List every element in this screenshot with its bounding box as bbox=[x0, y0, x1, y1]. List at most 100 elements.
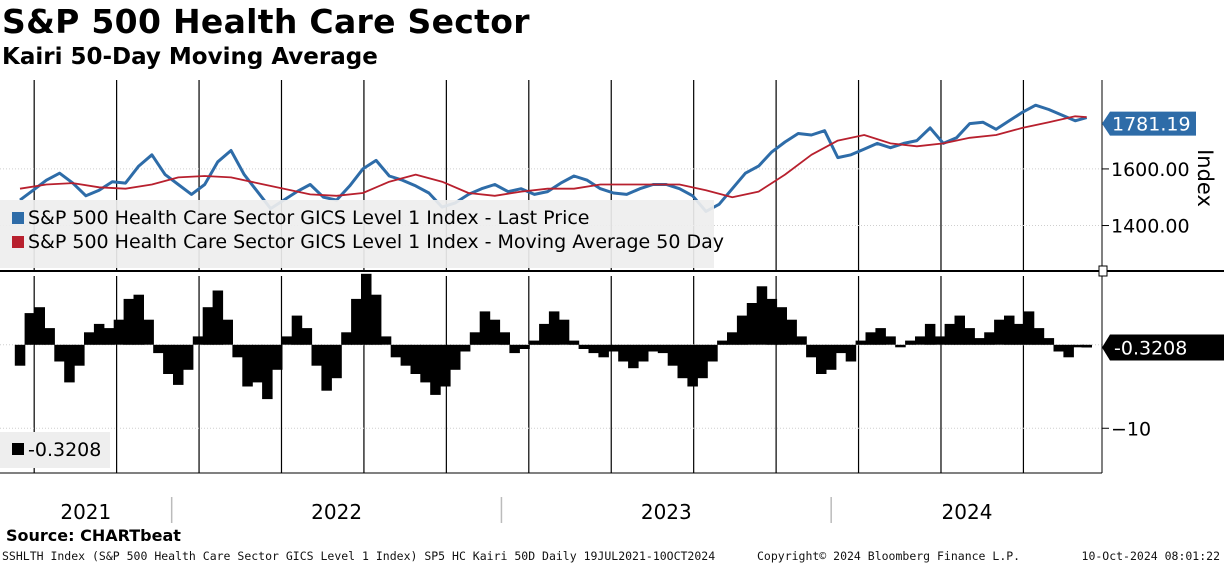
kairi-bar bbox=[370, 294, 382, 345]
moving-average-line bbox=[19, 115, 1087, 199]
kairi-bar bbox=[272, 344, 283, 370]
kairi-bars bbox=[14, 273, 1092, 400]
kairi-bar bbox=[1004, 315, 1015, 345]
kairi-bar bbox=[202, 307, 214, 345]
kairi-bar bbox=[776, 307, 787, 345]
kairi-y-tick-label: −10 bbox=[1111, 418, 1151, 440]
kairi-bar bbox=[825, 344, 837, 370]
kairi-bar bbox=[430, 344, 441, 395]
footer-copyright: Copyright© 2024 Bloomberg Finance L.P. bbox=[757, 549, 1021, 563]
kairi-bar bbox=[1033, 328, 1045, 345]
price-y-ticks: 1400.00 1600.00 bbox=[1102, 159, 1190, 238]
kairi-bar bbox=[509, 344, 520, 354]
kairi-bar bbox=[34, 307, 45, 345]
kairi-bar bbox=[915, 336, 926, 345]
legend-swatch-kairi bbox=[12, 443, 24, 455]
kairi-bar bbox=[420, 344, 431, 383]
kairi-bar bbox=[410, 344, 421, 374]
kairi-bar bbox=[489, 319, 501, 345]
kairi-last-value-tag: -0.3208 bbox=[1102, 334, 1224, 361]
kairi-bar bbox=[875, 328, 886, 345]
kairi-bar bbox=[400, 344, 412, 366]
kairi-bar bbox=[153, 344, 164, 354]
kairi-bar bbox=[766, 298, 778, 345]
kairi-bar bbox=[341, 332, 352, 345]
kairi-bar bbox=[1053, 344, 1064, 352]
kairi-bar bbox=[44, 328, 55, 345]
kairi-bar bbox=[954, 315, 965, 345]
kairi-bar bbox=[608, 344, 619, 352]
kairi-bar bbox=[84, 332, 95, 345]
kairi-bar bbox=[440, 344, 451, 387]
kairi-bar bbox=[479, 311, 491, 345]
last-price-line bbox=[19, 103, 1088, 213]
price-y-tick-label: 1400.00 bbox=[1111, 216, 1190, 238]
footer-description: SSHLTH Index (S&P 500 Health Care Sector… bbox=[2, 549, 716, 563]
kairi-tag-value: -0.3208 bbox=[1114, 337, 1187, 359]
price-tag-shape bbox=[1102, 111, 1196, 136]
legend-label-kairi: -0.3208 bbox=[28, 439, 101, 461]
kairi-bar bbox=[212, 290, 224, 345]
kairi-bar bbox=[1063, 344, 1074, 358]
legend-swatch-ma bbox=[12, 236, 24, 248]
kairi-bar bbox=[351, 298, 362, 345]
kairi-bar bbox=[291, 315, 303, 345]
kairi-bar bbox=[548, 311, 560, 345]
kairi-bar bbox=[697, 344, 708, 379]
kairi-bar bbox=[855, 340, 867, 345]
kairi-bar bbox=[390, 344, 402, 358]
kairi-bar bbox=[905, 340, 916, 345]
kairi-bar bbox=[123, 298, 135, 345]
kairi-bar bbox=[628, 344, 639, 369]
kairi-bar bbox=[133, 294, 144, 345]
price-tag-value: 1781.19 bbox=[1112, 114, 1191, 136]
legend-swatch-price bbox=[12, 212, 24, 224]
kairi-bar bbox=[895, 344, 906, 348]
price-legend-box bbox=[0, 200, 714, 268]
kairi-bar bbox=[667, 344, 679, 366]
kairi-bar bbox=[796, 336, 807, 345]
kairi-tag-shape bbox=[1102, 334, 1224, 361]
kairi-bar bbox=[647, 344, 659, 352]
price-axis-label: Index bbox=[1193, 149, 1217, 207]
kairi-gridlines bbox=[0, 276, 1102, 473]
kairi-bar bbox=[568, 340, 580, 345]
kairi-bar bbox=[984, 332, 995, 345]
kairi-bar bbox=[252, 344, 263, 383]
kairi-bar bbox=[1023, 311, 1035, 345]
kairi-bar bbox=[588, 344, 599, 354]
kairi-bar bbox=[1043, 338, 1055, 345]
kairi-bar bbox=[974, 338, 985, 345]
legend-label-price: S&P 500 Health Care Sector GICS Level 1 … bbox=[28, 207, 589, 229]
kairi-bar bbox=[24, 313, 36, 345]
kairi-bar bbox=[469, 332, 481, 345]
kairi-bar bbox=[380, 336, 392, 345]
kairi-bar bbox=[54, 344, 65, 362]
kairi-bar bbox=[529, 340, 540, 345]
price-series-group bbox=[19, 103, 1088, 213]
kairi-bar bbox=[74, 344, 85, 366]
kairi-bar bbox=[944, 323, 956, 345]
kairi-bar bbox=[934, 336, 946, 345]
footer-timestamp: 10-Oct-2024 08:01:22 bbox=[1081, 549, 1220, 563]
kairi-bar bbox=[1013, 323, 1025, 345]
kairi-bar bbox=[885, 336, 896, 345]
price-y-tick-label: 1600.00 bbox=[1111, 159, 1190, 181]
kairi-bar bbox=[578, 344, 590, 349]
kairi-bar bbox=[1081, 344, 1092, 348]
kairi-bar bbox=[687, 344, 698, 387]
source-note: Source: CHARTbeat bbox=[6, 526, 181, 545]
kairi-y-ticks: −10 bbox=[1102, 418, 1151, 440]
kairi-bar bbox=[964, 328, 975, 345]
kairi-bar bbox=[806, 344, 817, 358]
panel-divider-handle[interactable] bbox=[1098, 265, 1108, 277]
kairi-bar bbox=[321, 344, 332, 391]
kairi-bar bbox=[816, 344, 827, 374]
kairi-bar bbox=[558, 319, 570, 345]
kairi-bar bbox=[994, 319, 1005, 345]
kairi-bar bbox=[192, 336, 204, 345]
kairi-bar bbox=[93, 323, 105, 345]
kairi-bar bbox=[182, 344, 194, 370]
x-tick-label: 2023 bbox=[641, 500, 692, 524]
kairi-bar bbox=[746, 303, 758, 345]
